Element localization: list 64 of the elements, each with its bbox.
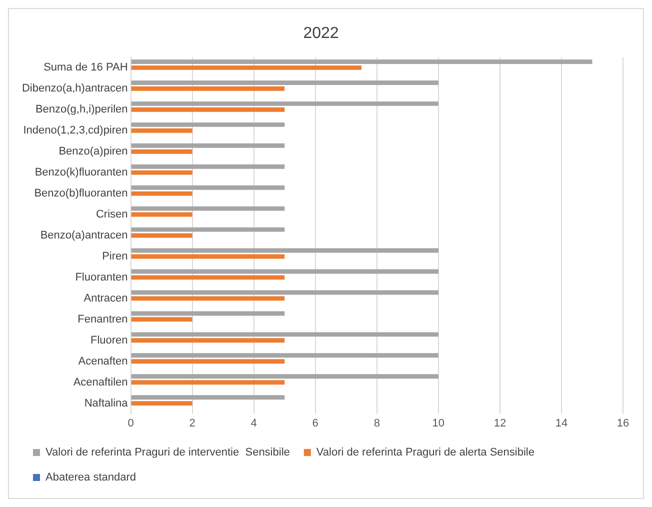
bar: [131, 80, 438, 85]
bar: [131, 374, 438, 379]
bar: [131, 227, 285, 232]
bar: [131, 122, 285, 127]
bar: [131, 164, 285, 169]
bar: [131, 296, 285, 301]
bar: [131, 65, 362, 70]
bar: [131, 206, 285, 211]
legend-label: Valori de referinta Praguri de alerta Sensibile: [316, 446, 534, 459]
y-tick-label: Benzo(a)antracen: [40, 230, 128, 242]
x-tick-label: 16: [616, 417, 630, 430]
y-tick-label: Dibenzo(a,h)antracen: [22, 82, 128, 95]
y-tick-label: Acenaftilen: [73, 376, 128, 388]
y-tick-label: Benzo(k)fluoranten: [34, 166, 128, 179]
bar: [131, 149, 192, 154]
legend-label: Valori de referinta Praguri de interventie Sensibile: [46, 446, 290, 459]
bar: [131, 401, 192, 406]
x-tick-label: 2: [189, 417, 196, 430]
bar: [131, 359, 285, 364]
bar: [131, 233, 192, 238]
bar: [131, 170, 192, 175]
bar: [131, 380, 285, 385]
bar: [131, 143, 285, 148]
bar: [131, 254, 285, 259]
legend-label: Abaterea standard: [46, 472, 136, 484]
bar: [131, 60, 592, 64]
bar: [131, 86, 285, 91]
bar: [131, 128, 192, 133]
x-tick-label: 14: [555, 417, 568, 430]
bar: [131, 191, 192, 196]
bar: [131, 269, 438, 274]
y-tick-label: Indeno(1,2,3,cd)piren: [23, 124, 128, 137]
bar: [131, 101, 438, 106]
y-tick-label: Acenaften: [78, 355, 128, 368]
bar: [131, 332, 438, 337]
bar: [131, 317, 192, 322]
y-tick-label: Fluoren: [90, 334, 128, 346]
x-tick-label: 0: [128, 417, 134, 430]
bar: [131, 395, 285, 400]
x-tick-label: 10: [432, 417, 445, 430]
y-tick-label: Antracen: [84, 292, 128, 304]
bar: [131, 248, 438, 253]
bar: [131, 353, 438, 358]
chart-title: 2022: [303, 25, 339, 42]
y-tick-label: Piren: [102, 250, 128, 263]
bar: [131, 107, 285, 112]
bar: [131, 185, 285, 190]
x-tick-label: 6: [312, 417, 318, 430]
x-tick-label: 4: [250, 417, 257, 430]
bar: [131, 212, 192, 217]
x-tick-label: 12: [494, 417, 506, 430]
y-tick-label: Suma de 16 PAH: [44, 62, 128, 74]
y-tick-label: Fluoranten: [75, 271, 128, 284]
y-tick-label: Naftalina: [84, 397, 129, 410]
x-tick-label: 8: [374, 417, 380, 430]
bar: [131, 275, 285, 280]
bar: [131, 338, 285, 343]
bar: [131, 311, 285, 316]
y-tick-label: Benzo(b)fluoranten: [34, 188, 128, 200]
y-tick-label: Fenantren: [78, 313, 128, 326]
y-tick-label: Crisen: [96, 208, 128, 221]
bar: [131, 290, 438, 295]
y-tick-label: Benzo(a)piren: [58, 146, 128, 158]
y-tick-label: Benzo(g,h,i)perilen: [35, 104, 128, 116]
